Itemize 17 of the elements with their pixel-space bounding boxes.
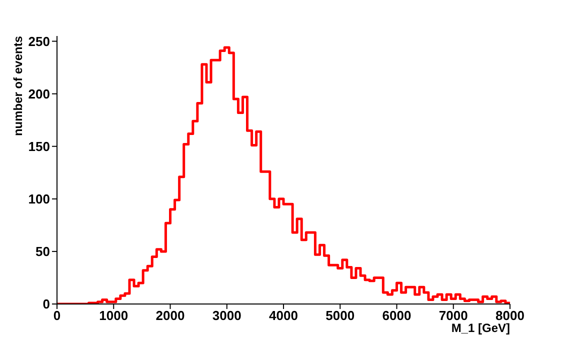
x-tick-label: 3000 [212, 308, 242, 324]
y-tick-label: 100 [28, 192, 50, 207]
y-axis-title: number of events [11, 36, 25, 136]
y-tick-label: 150 [28, 138, 50, 154]
y-tick-label: 0 [42, 296, 50, 312]
x-tick-label: 2000 [156, 308, 185, 324]
y-tick-label: 250 [28, 34, 50, 49]
x-tick-label: 5000 [326, 308, 355, 324]
y-tick-label: 200 [28, 86, 50, 102]
x-tick-label: 1000 [99, 308, 128, 324]
x-tick-label: 4000 [269, 308, 298, 324]
x-tick-label: 7000 [438, 308, 468, 324]
x-tick-label: 6000 [382, 308, 412, 324]
x-axis-title: M_1 [GeV] [451, 321, 510, 335]
x-tick-label: 0 [53, 308, 61, 324]
x-tick-label: 8000 [496, 308, 524, 324]
y-tick-label: 50 [36, 244, 50, 260]
